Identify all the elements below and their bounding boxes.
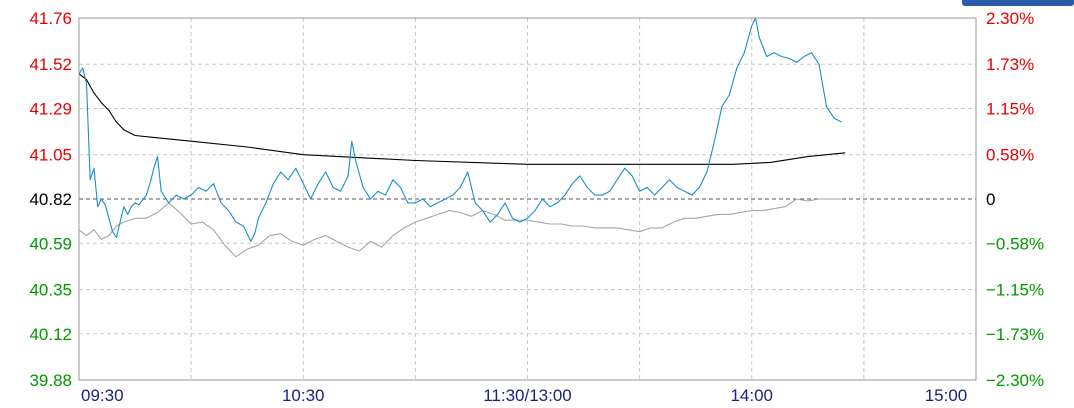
y2-tick-label-2-30: 2.30% (986, 9, 1034, 28)
grid (79, 18, 976, 380)
x-tick-label-10-30: 10:30 (282, 386, 325, 405)
y2-tick-label-0-58: −0.58% (986, 234, 1044, 253)
y-tick-label-40-35: 40.35 (29, 281, 72, 300)
y-tick-label-40-12: 40.12 (29, 325, 72, 344)
left-price-axis: 41.76 41.52 41.29 41.05 40.82 40.59 40.35 40.12… (29, 9, 72, 390)
series-layer (78, 17, 846, 258)
x-tick-label-15-00: 15:00 (925, 386, 968, 405)
plot-border (78, 17, 977, 381)
price-series-line (78, 17, 842, 242)
y-tick-label-39-88: 39.88 (29, 371, 72, 390)
x-tick-label-09-30: 09:30 (81, 386, 124, 405)
y2-tick-label-1-73: 1.73% (986, 55, 1034, 74)
y2-tick-label-1-15: −1.15% (986, 281, 1044, 300)
index-series-line (78, 198, 842, 258)
y2-tick-label-0: 0 (986, 190, 995, 209)
y-tick-label-41-76: 41.76 (29, 9, 72, 28)
y-tick-label-40-59: 40.59 (29, 234, 72, 253)
right-percent-axis: 2.30% 1.73% 1.15% 0.58% 0 −0.58% −1.15% −1.73% −… (986, 9, 1044, 390)
time-axis: 09:30 10:30 11:30/13:00 14:00 15:00 (81, 386, 967, 405)
y2-tick-label-1-73: −1.73% (986, 325, 1044, 344)
x-tick-label-14-00: 14:00 (730, 386, 773, 405)
x-tick-label-11-30-13-00: 11:30/13:00 (483, 386, 572, 405)
y-tick-label-41-52: 41.52 (29, 55, 72, 74)
top-right-button[interactable] (962, 0, 1074, 6)
y-tick-label-40-82: 40.82 (29, 190, 72, 209)
y2-tick-label-2-30: −2.30% (986, 371, 1044, 390)
y2-tick-label-0-58: 0.58% (986, 146, 1034, 165)
avg-series-line (78, 73, 846, 165)
y2-tick-label-1-15: 1.15% (986, 100, 1034, 119)
y-tick-label-41-05: 41.05 (29, 146, 72, 165)
y-tick-label-41-29: 41.29 (29, 100, 72, 119)
